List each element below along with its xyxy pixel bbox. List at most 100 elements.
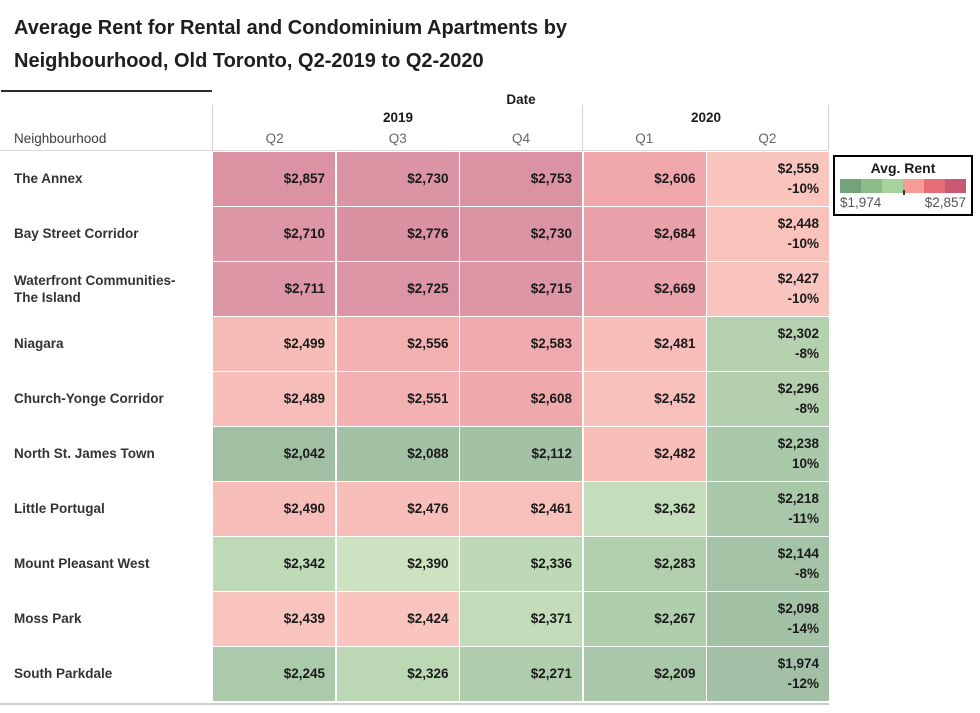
color-legend[interactable]: Avg. Rent $1,974 $2,857 (833, 155, 973, 216)
heatmap-cell[interactable]: $2,725 (336, 262, 459, 316)
heatmap-cell[interactable]: $2,606 (583, 152, 706, 206)
heatmap-cell[interactable]: $2,857 (213, 152, 335, 206)
cell-pct-change: -10% (787, 290, 819, 306)
heatmap-cell[interactable]: $2,144 -8% (707, 537, 829, 591)
row-label-north-st-james-town[interactable]: North St. James Town (14, 446, 155, 462)
quarter-header-2019-q3[interactable]: Q3 (388, 131, 407, 146)
heatmap-cell[interactable]: $2,326 (336, 647, 459, 701)
cell-pct-change: 10% (791, 455, 819, 471)
row-label-waterfront-communities[interactable]: Waterfront Communities-The Island (14, 272, 176, 305)
heatmap-cell[interactable]: $2,424 (336, 592, 459, 646)
row-label-church-yonge-corridor[interactable]: Church-Yonge Corridor (14, 391, 164, 407)
heatmap-cell[interactable]: $2,559 -10% (707, 152, 829, 206)
heatmap-cell[interactable]: $2,296 -8% (707, 372, 829, 426)
table-row: $2,245 $2,326 $2,271 $2,209 $1,974 -12% (213, 647, 829, 701)
year-header-2019[interactable]: 2019 (382, 110, 414, 125)
heatmap-cell[interactable]: $2,490 (213, 482, 335, 536)
heatmap-cell[interactable]: $2,452 (583, 372, 706, 426)
row-label-mount-pleasant-west[interactable]: Mount Pleasant West (14, 556, 150, 572)
heatmap-cell[interactable]: $2,302 -8% (707, 317, 829, 371)
heatmap-cell[interactable]: $2,753 (460, 152, 582, 206)
heatmap-cell[interactable]: $2,551 (336, 372, 459, 426)
heatmap-cell[interactable]: $2,271 (460, 647, 582, 701)
table-row: $2,490 $2,476 $2,461 $2,362 $2,218 -11% (213, 482, 829, 536)
row-label-little-portugal[interactable]: Little Portugal (14, 501, 105, 517)
heatmap-cell[interactable]: $2,209 (583, 647, 706, 701)
table-row: $2,489 $2,551 $2,608 $2,452 $2,296 -8% (213, 372, 829, 426)
cell-value: $2,218 (777, 490, 819, 506)
quarter-header-row: Q2 Q3 Q4 Q1 Q2 (213, 131, 829, 146)
row-label-south-parkdale[interactable]: South Parkdale (14, 666, 113, 682)
cell-pct-change: -10% (787, 235, 819, 251)
date-axis-label: Date (506, 92, 536, 107)
cell-pct-change: -8% (794, 345, 819, 361)
heatmap-cell[interactable]: $2,583 (460, 317, 582, 371)
chart-title-line2: Neighbourhood, Old Toronto, Q2-2019 to Q… (14, 50, 484, 72)
heatmap-cell[interactable]: $2,267 (583, 592, 706, 646)
heatmap-cell[interactable]: $2,476 (336, 482, 459, 536)
heatmap-cell[interactable]: $2,499 (213, 317, 335, 371)
heatmap-cell[interactable]: $2,098 -14% (707, 592, 829, 646)
heatmap-cell[interactable]: $2,730 (336, 152, 459, 206)
cell-pct-change: -8% (794, 400, 819, 416)
heatmap-cell[interactable]: $2,481 (583, 317, 706, 371)
chart-title: Average Rent for Rental and Condominium … (14, 12, 567, 78)
row-label-column: The Annex Bay Street Corridor Waterfront… (0, 152, 212, 702)
table-row: $2,439 $2,424 $2,371 $2,267 $2,098 -14% (213, 592, 829, 646)
heatmap-cell[interactable]: $2,556 (336, 317, 459, 371)
row-label-niagara[interactable]: Niagara (14, 336, 64, 352)
heatmap-cell[interactable]: $2,245 (213, 647, 335, 701)
legend-min-label: $1,974 (840, 195, 882, 210)
heatmap-cell[interactable]: $2,042 (213, 427, 335, 481)
legend-color-swatch (924, 179, 945, 193)
cell-value: $2,559 (777, 160, 819, 176)
quarter-header-2019-q4[interactable]: Q4 (511, 131, 530, 146)
heatmap-cell[interactable]: $2,283 (583, 537, 706, 591)
heatmap-grid: $2,857 $2,730 $2,753 $2,606 $2,559 -10% … (213, 152, 829, 702)
heatmap-cell[interactable]: $2,218 -11% (707, 482, 829, 536)
heatmap-cell[interactable]: $2,448 -10% (707, 207, 829, 261)
legend-midpoint-tick (903, 190, 905, 195)
table-row: $2,499 $2,556 $2,583 $2,481 $2,302 -8% (213, 317, 829, 371)
legend-color-swatch (861, 179, 882, 193)
heatmap-cell[interactable]: $2,362 (583, 482, 706, 536)
heatmap-cell[interactable]: $2,711 (213, 262, 335, 316)
heatmap-cell[interactable]: $2,776 (336, 207, 459, 261)
heatmap-cell[interactable]: $2,439 (213, 592, 335, 646)
heatmap-cell[interactable]: $2,238 10% (707, 427, 829, 481)
row-label-the-annex[interactable]: The Annex (14, 171, 83, 187)
heatmap-cell[interactable]: $2,427 -10% (707, 262, 829, 316)
cell-value: $2,238 (777, 435, 819, 451)
heatmap-cell[interactable]: $2,669 (583, 262, 706, 316)
row-label-moss-park[interactable]: Moss Park (14, 611, 82, 627)
cell-pct-change: -8% (794, 565, 819, 581)
table-bottom-rule (0, 703, 829, 705)
cell-value: $2,302 (777, 325, 819, 341)
heatmap-cell[interactable]: $2,390 (336, 537, 459, 591)
header-bottom-rule (0, 150, 829, 151)
quarter-header-2020-q1[interactable]: Q1 (635, 131, 654, 146)
year-header-2020[interactable]: 2020 (690, 110, 722, 125)
heatmap-cell[interactable]: $2,710 (213, 207, 335, 261)
heatmap-cell[interactable]: $2,342 (213, 537, 335, 591)
cell-pct-change: -11% (788, 510, 819, 526)
heatmap-cell[interactable]: $2,489 (213, 372, 335, 426)
heatmap-cell[interactable]: $2,461 (460, 482, 582, 536)
legend-color-swatch (945, 179, 966, 193)
heatmap-cell[interactable]: $2,088 (336, 427, 459, 481)
heatmap-cell[interactable]: $2,684 (583, 207, 706, 261)
cell-value: $1,974 (777, 655, 819, 671)
heatmap-cell[interactable]: $2,608 (460, 372, 582, 426)
heatmap-cell[interactable]: $2,715 (460, 262, 582, 316)
heatmap-cell[interactable]: $2,336 (460, 537, 582, 591)
heatmap-cell[interactable]: $2,482 (583, 427, 706, 481)
row-label-bay-street-corridor[interactable]: Bay Street Corridor (14, 226, 139, 242)
quarter-header-2020-q2[interactable]: Q2 (758, 131, 777, 146)
quarter-header-2019-q2[interactable]: Q2 (265, 131, 284, 146)
heatmap-cell[interactable]: $2,112 (460, 427, 582, 481)
heatmap-cell[interactable]: $1,974 -12% (707, 647, 829, 701)
heatmap-cell[interactable]: $2,730 (460, 207, 582, 261)
header-divider-years (582, 105, 583, 151)
heatmap-cell[interactable]: $2,371 (460, 592, 582, 646)
cell-pct-change: -14% (787, 620, 819, 636)
